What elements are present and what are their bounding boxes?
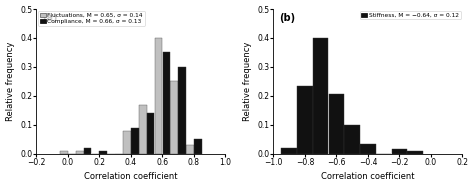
X-axis label: Correlation coefficient: Correlation coefficient (84, 172, 178, 181)
Text: (a): (a) (42, 13, 57, 23)
Bar (163, 53, 170, 154)
Bar (328, 94, 344, 154)
Bar (360, 144, 375, 154)
Legend: Fluctuations, M = 0.65, σ = 0.14, Compliance, M = 0.66, σ = 0.13: Fluctuations, M = 0.65, σ = 0.14, Compli… (38, 11, 145, 26)
Y-axis label: Relative frequency: Relative frequency (6, 42, 15, 121)
Bar (178, 67, 186, 154)
Legend: Stiffness, M = −0.64, σ = 0.12: Stiffness, M = −0.64, σ = 0.12 (360, 11, 461, 19)
Bar (186, 145, 194, 154)
Bar (123, 131, 131, 154)
Bar (139, 105, 146, 154)
Bar (60, 151, 68, 154)
Bar (282, 148, 297, 154)
Bar (170, 81, 178, 154)
Bar (345, 125, 360, 154)
Bar (194, 139, 202, 154)
Bar (131, 128, 139, 154)
Y-axis label: Relative frequency: Relative frequency (243, 42, 252, 121)
Bar (297, 86, 313, 154)
Bar (100, 151, 107, 154)
X-axis label: Correlation coefficient: Correlation coefficient (321, 172, 415, 181)
Bar (147, 113, 155, 154)
Bar (84, 148, 91, 154)
Bar (408, 151, 423, 154)
Bar (76, 151, 83, 154)
Bar (392, 149, 407, 154)
Bar (313, 38, 328, 154)
Text: (b): (b) (279, 13, 295, 23)
Bar (155, 38, 163, 154)
